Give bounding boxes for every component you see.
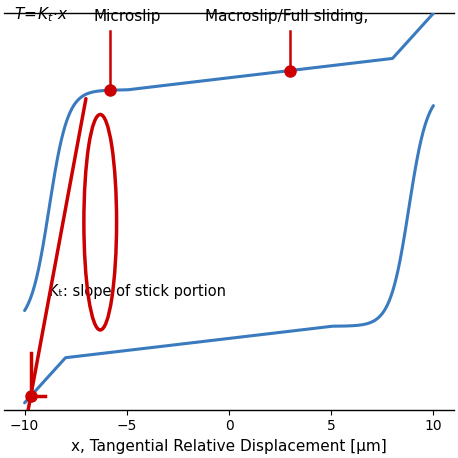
Text: Kₜ: slope of stick portion: Kₜ: slope of stick portion — [49, 284, 226, 299]
Text: Macroslip/Full sliding,: Macroslip/Full sliding, — [205, 9, 368, 24]
Text: Microslip: Microslip — [93, 9, 161, 24]
Text: $T\!=\!K_t\!\cdot\! x$: $T\!=\!K_t\!\cdot\! x$ — [14, 5, 68, 24]
X-axis label: x, Tangential Relative Displacement [μm]: x, Tangential Relative Displacement [μm] — [71, 439, 387, 454]
